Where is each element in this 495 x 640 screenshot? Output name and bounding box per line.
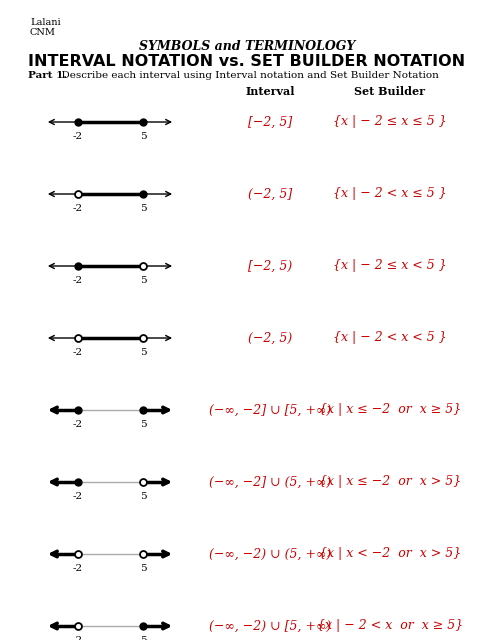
- Text: INTERVAL NOTATION vs. SET BUILDER NOTATION: INTERVAL NOTATION vs. SET BUILDER NOTATI…: [28, 54, 466, 69]
- Text: Set Builder: Set Builder: [354, 86, 426, 97]
- Text: 5: 5: [140, 492, 147, 501]
- Text: 5: 5: [140, 636, 147, 640]
- Text: SYMBOLS and TERMINOLOGY: SYMBOLS and TERMINOLOGY: [139, 40, 355, 53]
- Text: {x | − 2 ≤ x ≤ 5 }: {x | − 2 ≤ x ≤ 5 }: [333, 115, 447, 129]
- Text: -2: -2: [73, 564, 83, 573]
- Text: {x | x < −2  or  x > 5}: {x | x < −2 or x > 5}: [319, 547, 461, 561]
- Text: (−2, 5): (−2, 5): [248, 332, 292, 344]
- Text: Lalani: Lalani: [30, 18, 60, 27]
- Text: -2: -2: [73, 492, 83, 501]
- Text: 5: 5: [140, 204, 147, 213]
- Text: -2: -2: [73, 636, 83, 640]
- Text: Describe each interval using Interval notation and Set Builder Notation: Describe each interval using Interval no…: [55, 71, 439, 80]
- Text: [−2, 5): [−2, 5): [248, 259, 292, 273]
- Text: (−∞, −2] ∪ (5, +∞): (−∞, −2] ∪ (5, +∞): [209, 476, 331, 488]
- Text: (−2, 5]: (−2, 5]: [248, 188, 292, 200]
- Text: 5: 5: [140, 132, 147, 141]
- Text: 5: 5: [140, 276, 147, 285]
- Text: Part 1.: Part 1.: [28, 71, 67, 80]
- Text: (−∞, −2] ∪ [5, +∞): (−∞, −2] ∪ [5, +∞): [209, 403, 331, 417]
- Text: -2: -2: [73, 348, 83, 357]
- Text: {x | x ≤ −2  or  x ≥ 5}: {x | x ≤ −2 or x ≥ 5}: [319, 403, 461, 417]
- Text: 5: 5: [140, 420, 147, 429]
- Text: -2: -2: [73, 132, 83, 141]
- Text: {x | x ≤ −2  or  x > 5}: {x | x ≤ −2 or x > 5}: [319, 476, 461, 488]
- Text: (−∞, −2) ∪ [5, +∞): (−∞, −2) ∪ [5, +∞): [209, 620, 331, 632]
- Text: {x | − 2 < x ≤ 5 }: {x | − 2 < x ≤ 5 }: [333, 188, 447, 200]
- Text: 5: 5: [140, 564, 147, 573]
- Text: 5: 5: [140, 348, 147, 357]
- Text: {x | − 2 ≤ x < 5 }: {x | − 2 ≤ x < 5 }: [333, 259, 447, 273]
- Text: {x | − 2 < x  or  x ≥ 5}: {x | − 2 < x or x ≥ 5}: [317, 620, 463, 632]
- Text: (−∞, −2) ∪ (5, +∞): (−∞, −2) ∪ (5, +∞): [209, 547, 331, 561]
- Text: -2: -2: [73, 420, 83, 429]
- Text: [−2, 5]: [−2, 5]: [248, 115, 292, 129]
- Text: -2: -2: [73, 204, 83, 213]
- Text: -2: -2: [73, 276, 83, 285]
- Text: CNM: CNM: [30, 28, 56, 37]
- Text: Interval: Interval: [245, 86, 295, 97]
- Text: {x | − 2 < x < 5 }: {x | − 2 < x < 5 }: [333, 332, 447, 344]
